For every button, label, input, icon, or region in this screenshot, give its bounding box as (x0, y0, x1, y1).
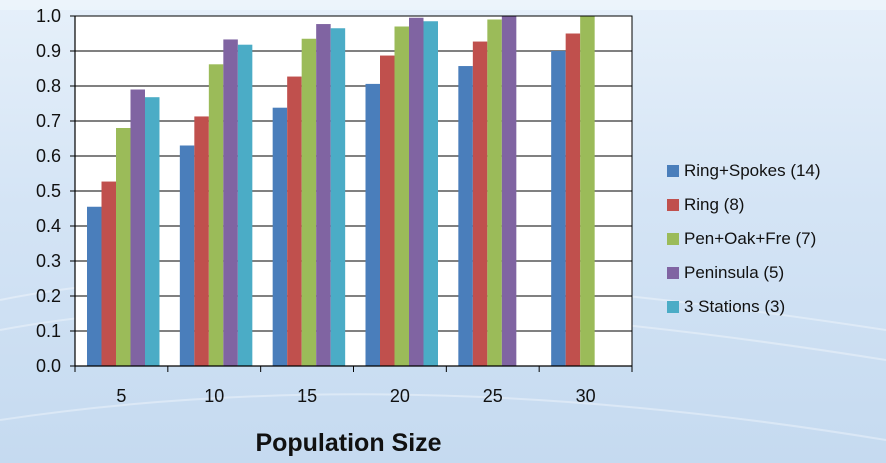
bars (87, 16, 595, 367)
legend-swatch (667, 199, 679, 211)
bar (487, 19, 502, 366)
bar (237, 44, 253, 366)
bar (179, 145, 195, 366)
bar (365, 83, 380, 367)
legend-label: Ring (8) (684, 195, 744, 214)
legend-swatch (667, 267, 679, 279)
bar (565, 33, 581, 366)
bar (330, 28, 346, 366)
bar (130, 89, 145, 366)
bar (580, 16, 595, 366)
bar (272, 107, 288, 366)
background-band (0, 0, 886, 10)
x-tick-labels: 5 10 15 20 25 30 (116, 386, 595, 406)
x-tick-label: 30 (576, 386, 596, 406)
y-tick-label: 0.2 (36, 286, 61, 306)
legend-label: Ring+Spokes (14) (684, 161, 821, 180)
legend-label: Peninsula (5) (684, 263, 784, 282)
axes (74, 15, 633, 372)
bar (223, 39, 238, 366)
x-tick-label: 10 (204, 386, 224, 406)
y-tick-labels: 0.0 0.1 0.2 0.3 0.4 0.5 0.6 0.7 0.8 0.9 1.0 (36, 6, 61, 376)
bar (423, 21, 438, 366)
y-tick-label: 0.3 (36, 251, 61, 271)
x-tick-label: 5 (116, 386, 126, 406)
bar (116, 128, 131, 366)
y-tick-label: 0.1 (36, 321, 61, 341)
bar (194, 116, 209, 366)
bar (458, 66, 473, 367)
bar (316, 24, 331, 367)
bar (301, 38, 317, 366)
background-arc (0, 393, 886, 441)
legend-swatch (667, 165, 679, 177)
bar (380, 55, 395, 367)
bar (501, 16, 517, 366)
y-tick-label: 0.8 (36, 76, 61, 96)
bar (472, 41, 488, 367)
y-tick-label: 0.4 (36, 216, 61, 236)
bar (87, 206, 102, 366)
bar (409, 17, 424, 366)
y-tick-label: 0.7 (36, 111, 61, 131)
bar (101, 181, 116, 366)
legend-label: 3 Stations (3) (684, 297, 785, 316)
bar (208, 64, 224, 367)
bar (394, 26, 409, 366)
x-tick-label: 15 (297, 386, 317, 406)
y-tick-label: 1.0 (36, 6, 61, 26)
y-tick-label: 0.6 (36, 146, 61, 166)
x-tick-label: 20 (390, 386, 410, 406)
bar (145, 97, 160, 366)
bar (551, 51, 566, 366)
bar (287, 76, 302, 367)
legend: Ring+Spokes (14) Ring (8) Pen+Oak+Fre (7) P… (667, 161, 821, 316)
y-tick-label: 0.5 (36, 181, 61, 201)
legend-swatch (667, 233, 679, 245)
y-tick-label: 0.9 (36, 41, 61, 61)
x-axis-title: Population Size (255, 429, 441, 457)
y-tick-label: 0.0 (36, 356, 61, 376)
legend-label: Pen+Oak+Fre (7) (684, 229, 816, 248)
legend-swatch (667, 301, 679, 313)
x-tick-label: 25 (483, 386, 503, 406)
